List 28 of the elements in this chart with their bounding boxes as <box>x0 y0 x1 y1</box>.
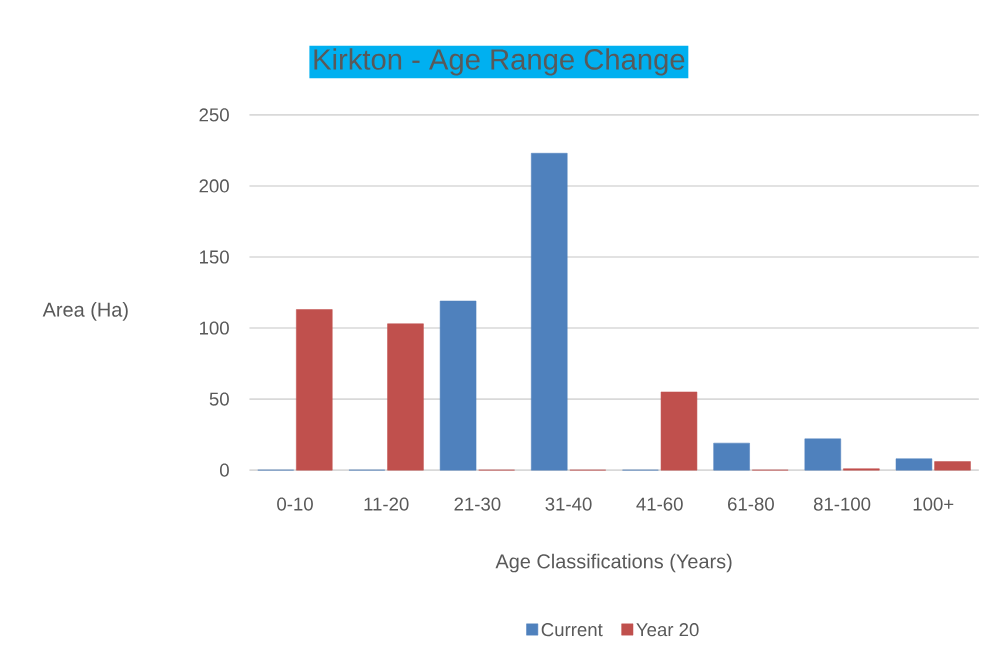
y-tick-label: 250 <box>199 108 229 122</box>
x-tick-label: 61-80 <box>728 497 774 511</box>
bar <box>660 391 698 471</box>
y-tick-label: 150 <box>200 250 229 264</box>
x-tick-label: 41-60 <box>636 497 683 511</box>
x-tick-label: 11-20 <box>364 497 409 511</box>
x-tick-label: 31-40 <box>545 497 592 511</box>
x-tick-label: 81-100 <box>813 497 871 511</box>
bar <box>296 309 333 471</box>
y-tick-label: 0 <box>220 463 229 477</box>
bar <box>531 152 568 471</box>
y-axis-title: Area (Ha) <box>42 302 128 321</box>
legend-label: Year 20 <box>636 623 699 637</box>
bar <box>439 300 477 471</box>
x-tick-label: 100+ <box>913 497 954 511</box>
y-tick-label: 50 <box>209 392 229 406</box>
x-axis-title: Age Classifications (Years) <box>495 553 732 573</box>
x-tick-label: 21-30 <box>454 497 501 511</box>
bar <box>895 458 933 471</box>
bar <box>713 442 750 471</box>
bar <box>387 323 424 471</box>
y-tick-label: 100 <box>200 321 229 335</box>
x-tick-label: 0-10 <box>277 497 313 511</box>
bar <box>804 438 841 471</box>
chart-title: Kirkton - Age Range Change <box>314 48 685 76</box>
legend-label: Current <box>541 623 603 637</box>
bar <box>934 461 971 471</box>
y-tick-label: 200 <box>199 179 229 193</box>
